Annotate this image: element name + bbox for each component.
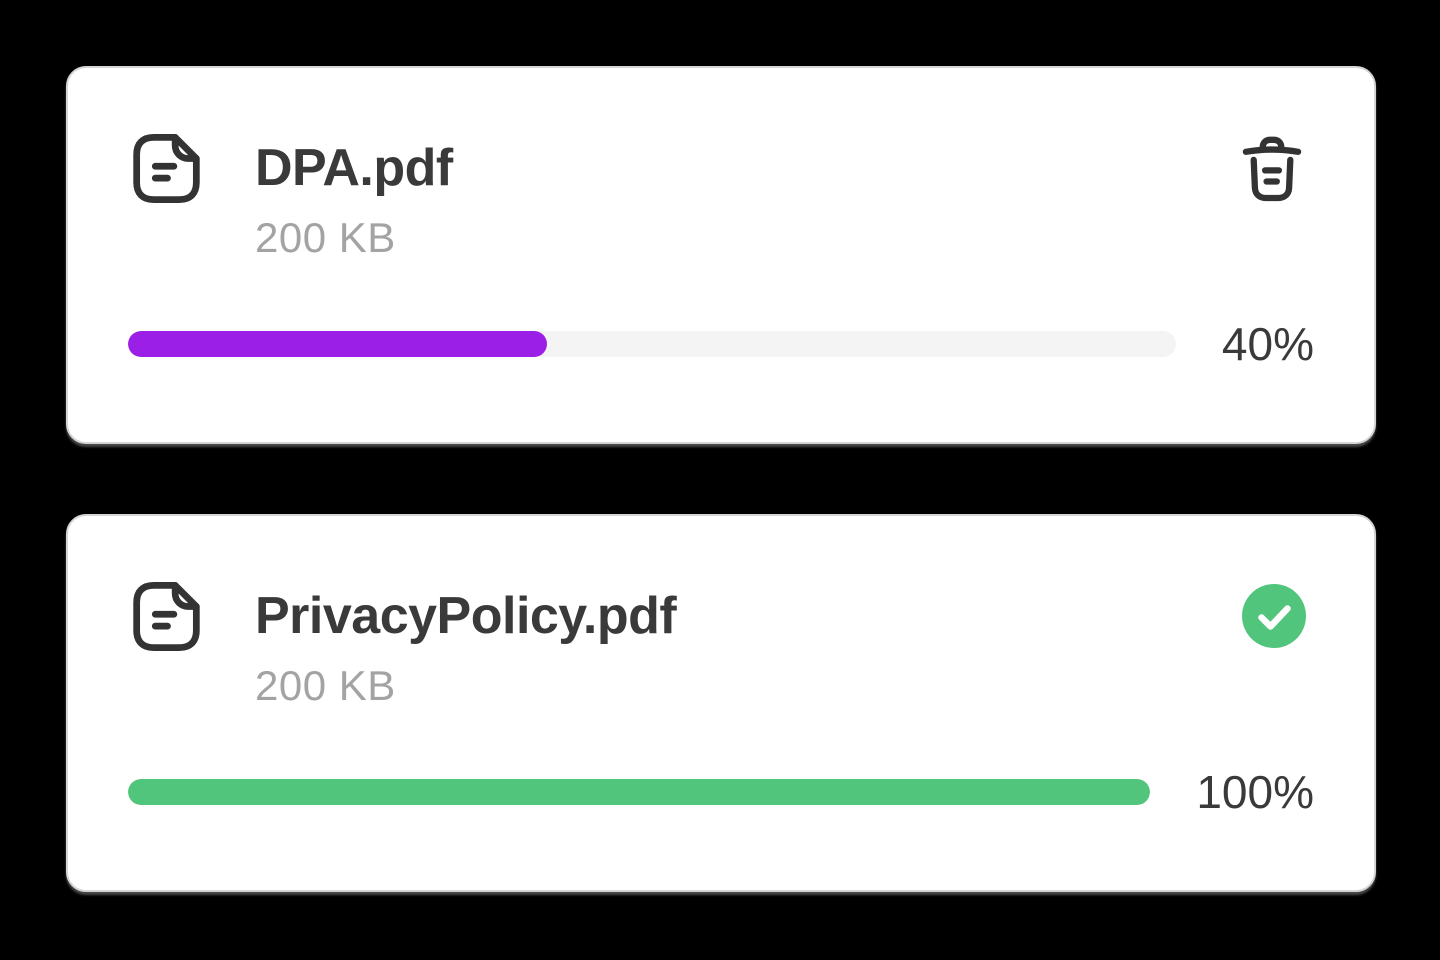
progress-row: 40%	[128, 316, 1314, 372]
trash-icon	[1236, 128, 1308, 208]
progress-bar-track	[128, 779, 1151, 805]
upload-card-privacy-policy: PrivacyPolicy.pdf 200 KB 100%	[66, 514, 1376, 892]
document-icon	[128, 130, 205, 207]
file-name: DPA.pdf	[255, 139, 453, 197]
progress-percent-label: 40%	[1221, 318, 1314, 370]
progress-bar-track	[128, 331, 1176, 357]
progress-bar-fill	[128, 779, 1151, 805]
document-icon	[128, 578, 205, 655]
file-size: 200 KB	[255, 214, 396, 261]
progress-bar-fill	[128, 331, 548, 357]
progress-percent-label: 100%	[1196, 766, 1314, 818]
card-header: PrivacyPolicy.pdf 200 KB	[128, 578, 1314, 710]
progress-row: 100%	[128, 764, 1314, 820]
upload-card-dpa: DPA.pdf 200 KB 40%	[66, 66, 1376, 444]
file-name: PrivacyPolicy.pdf	[255, 587, 677, 645]
file-meta: DPA.pdf 200 KB	[255, 130, 1236, 262]
card-header: DPA.pdf 200 KB	[128, 130, 1314, 262]
file-size: 200 KB	[255, 662, 396, 709]
file-meta: PrivacyPolicy.pdf 200 KB	[255, 578, 1242, 710]
delete-file-button[interactable]	[1236, 130, 1308, 206]
check-circle-icon	[1242, 584, 1306, 648]
